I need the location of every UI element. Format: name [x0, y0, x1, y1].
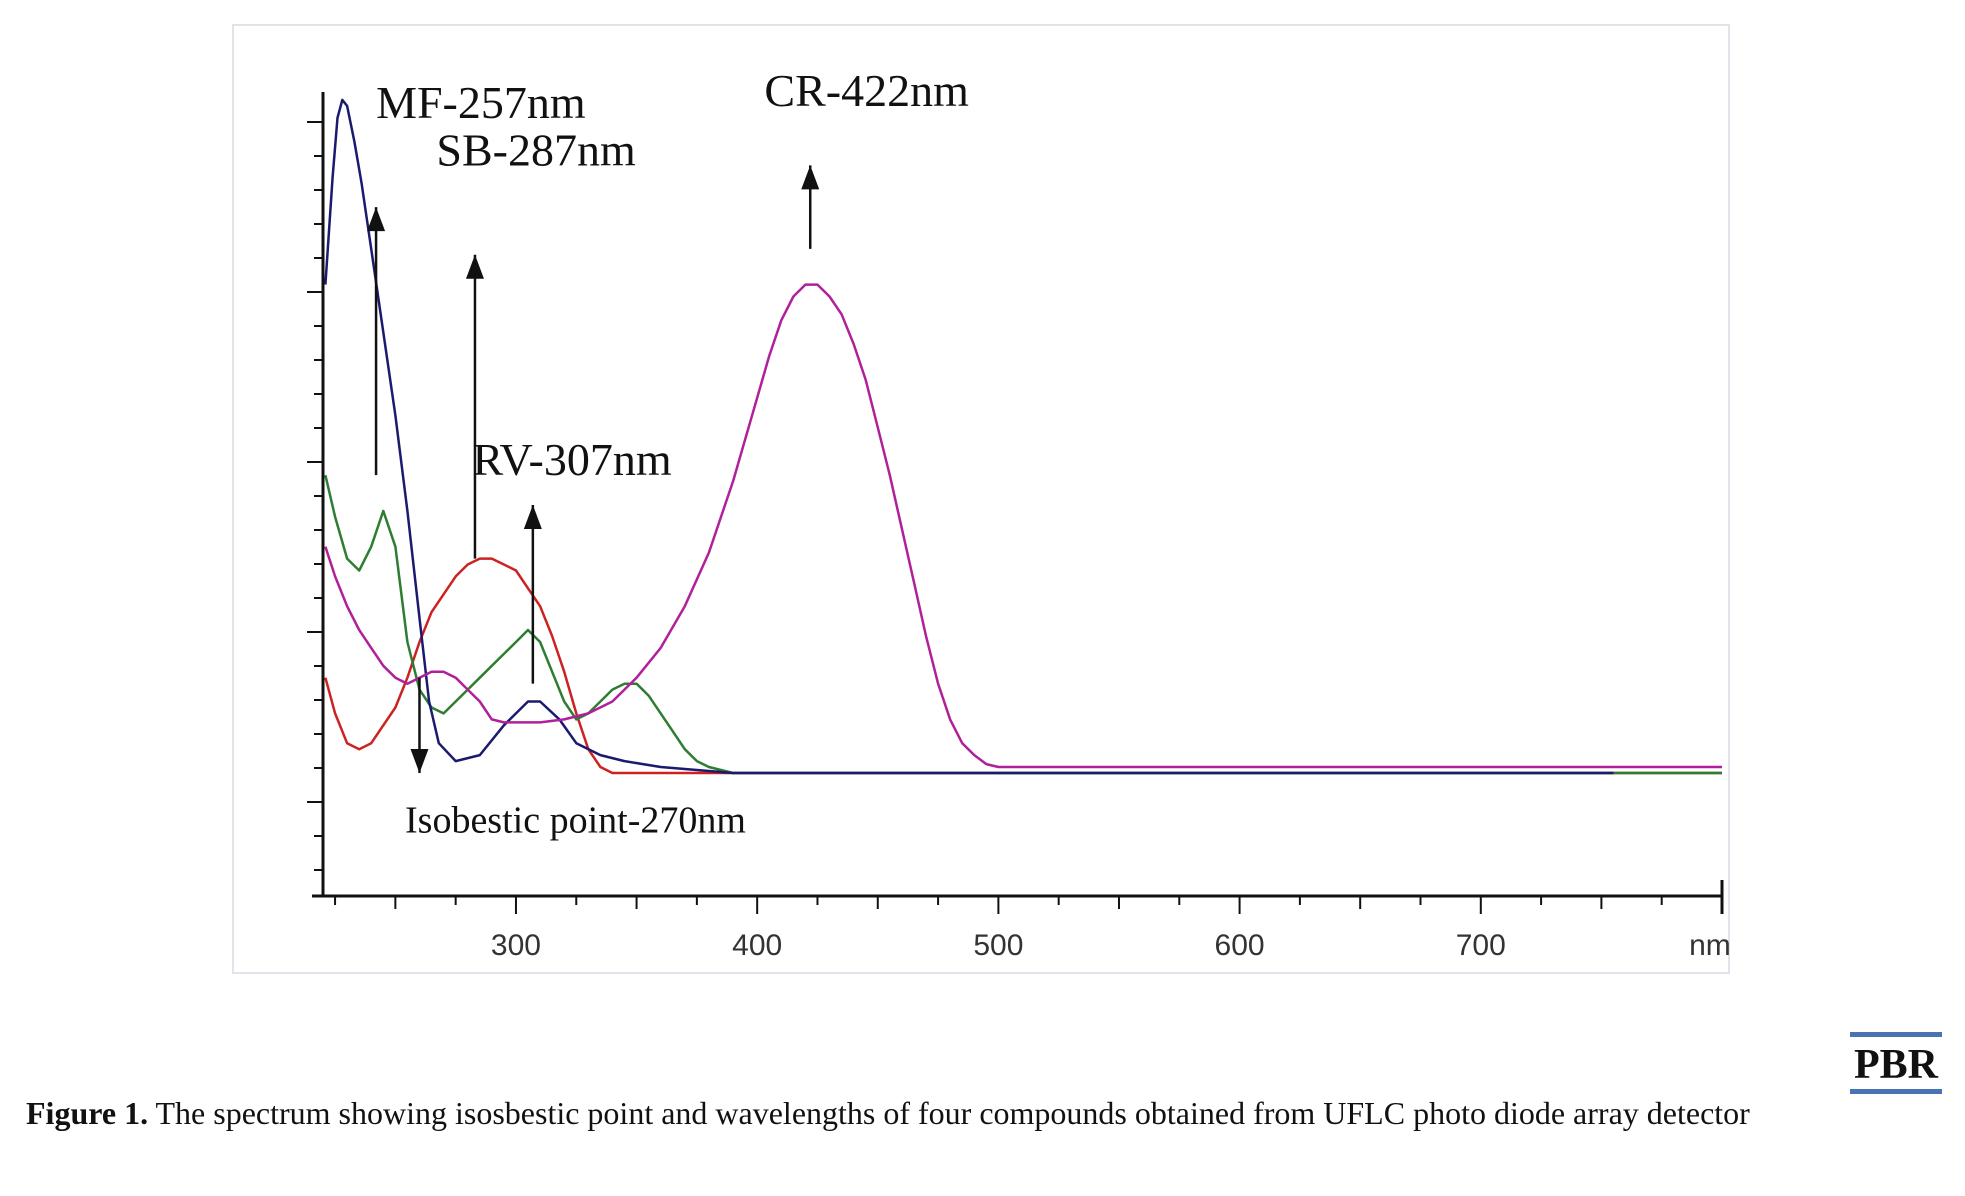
series-line-cr	[324, 283, 1722, 769]
x-tick-label-600: 600	[1215, 929, 1265, 962]
x-tick-label-500: 500	[973, 929, 1023, 962]
x-tick-label-400: 400	[732, 929, 782, 962]
x-tick-label-700: 700	[1456, 929, 1506, 962]
caption-text: The spectrum showing isosbestic point an…	[148, 1095, 1750, 1131]
series-line-mf	[324, 98, 1614, 775]
y-axis-ticks	[307, 121, 323, 871]
x-tick-label-300: 300	[491, 929, 541, 962]
annotation-label-3: CR-422nm	[764, 65, 969, 116]
series-line-rv	[324, 474, 1722, 775]
x-axis-ticks	[334, 880, 1724, 914]
caption-label: Figure 1.	[26, 1095, 149, 1131]
annotation-arrowhead	[367, 207, 386, 232]
figure-caption: Figure 1. The spectrum showing isosbesti…	[26, 1090, 1946, 1136]
series-line-sb	[324, 557, 1722, 775]
journal-badge: PBR	[1850, 1032, 1942, 1094]
series-layer	[324, 98, 1722, 775]
annotation-label-2: RV-307nm	[473, 434, 672, 485]
annotation-arrowhead	[801, 165, 820, 190]
figure-frame	[232, 24, 1730, 974]
x-unit-label: nm	[1689, 929, 1731, 962]
annotation-arrowhead	[523, 504, 542, 529]
x-tick-labels: 300 400 500 600 700 nm	[491, 929, 1731, 962]
annotation-arrowhead	[465, 254, 484, 279]
annotation-arrowhead	[410, 749, 429, 773]
chart-axes	[307, 92, 1724, 914]
annotation-label-0: MF-257nm	[376, 77, 586, 128]
annotation-label-4: Isobestic point-270nm	[405, 800, 746, 842]
annotation-label-1: SB-287nm	[436, 124, 636, 175]
